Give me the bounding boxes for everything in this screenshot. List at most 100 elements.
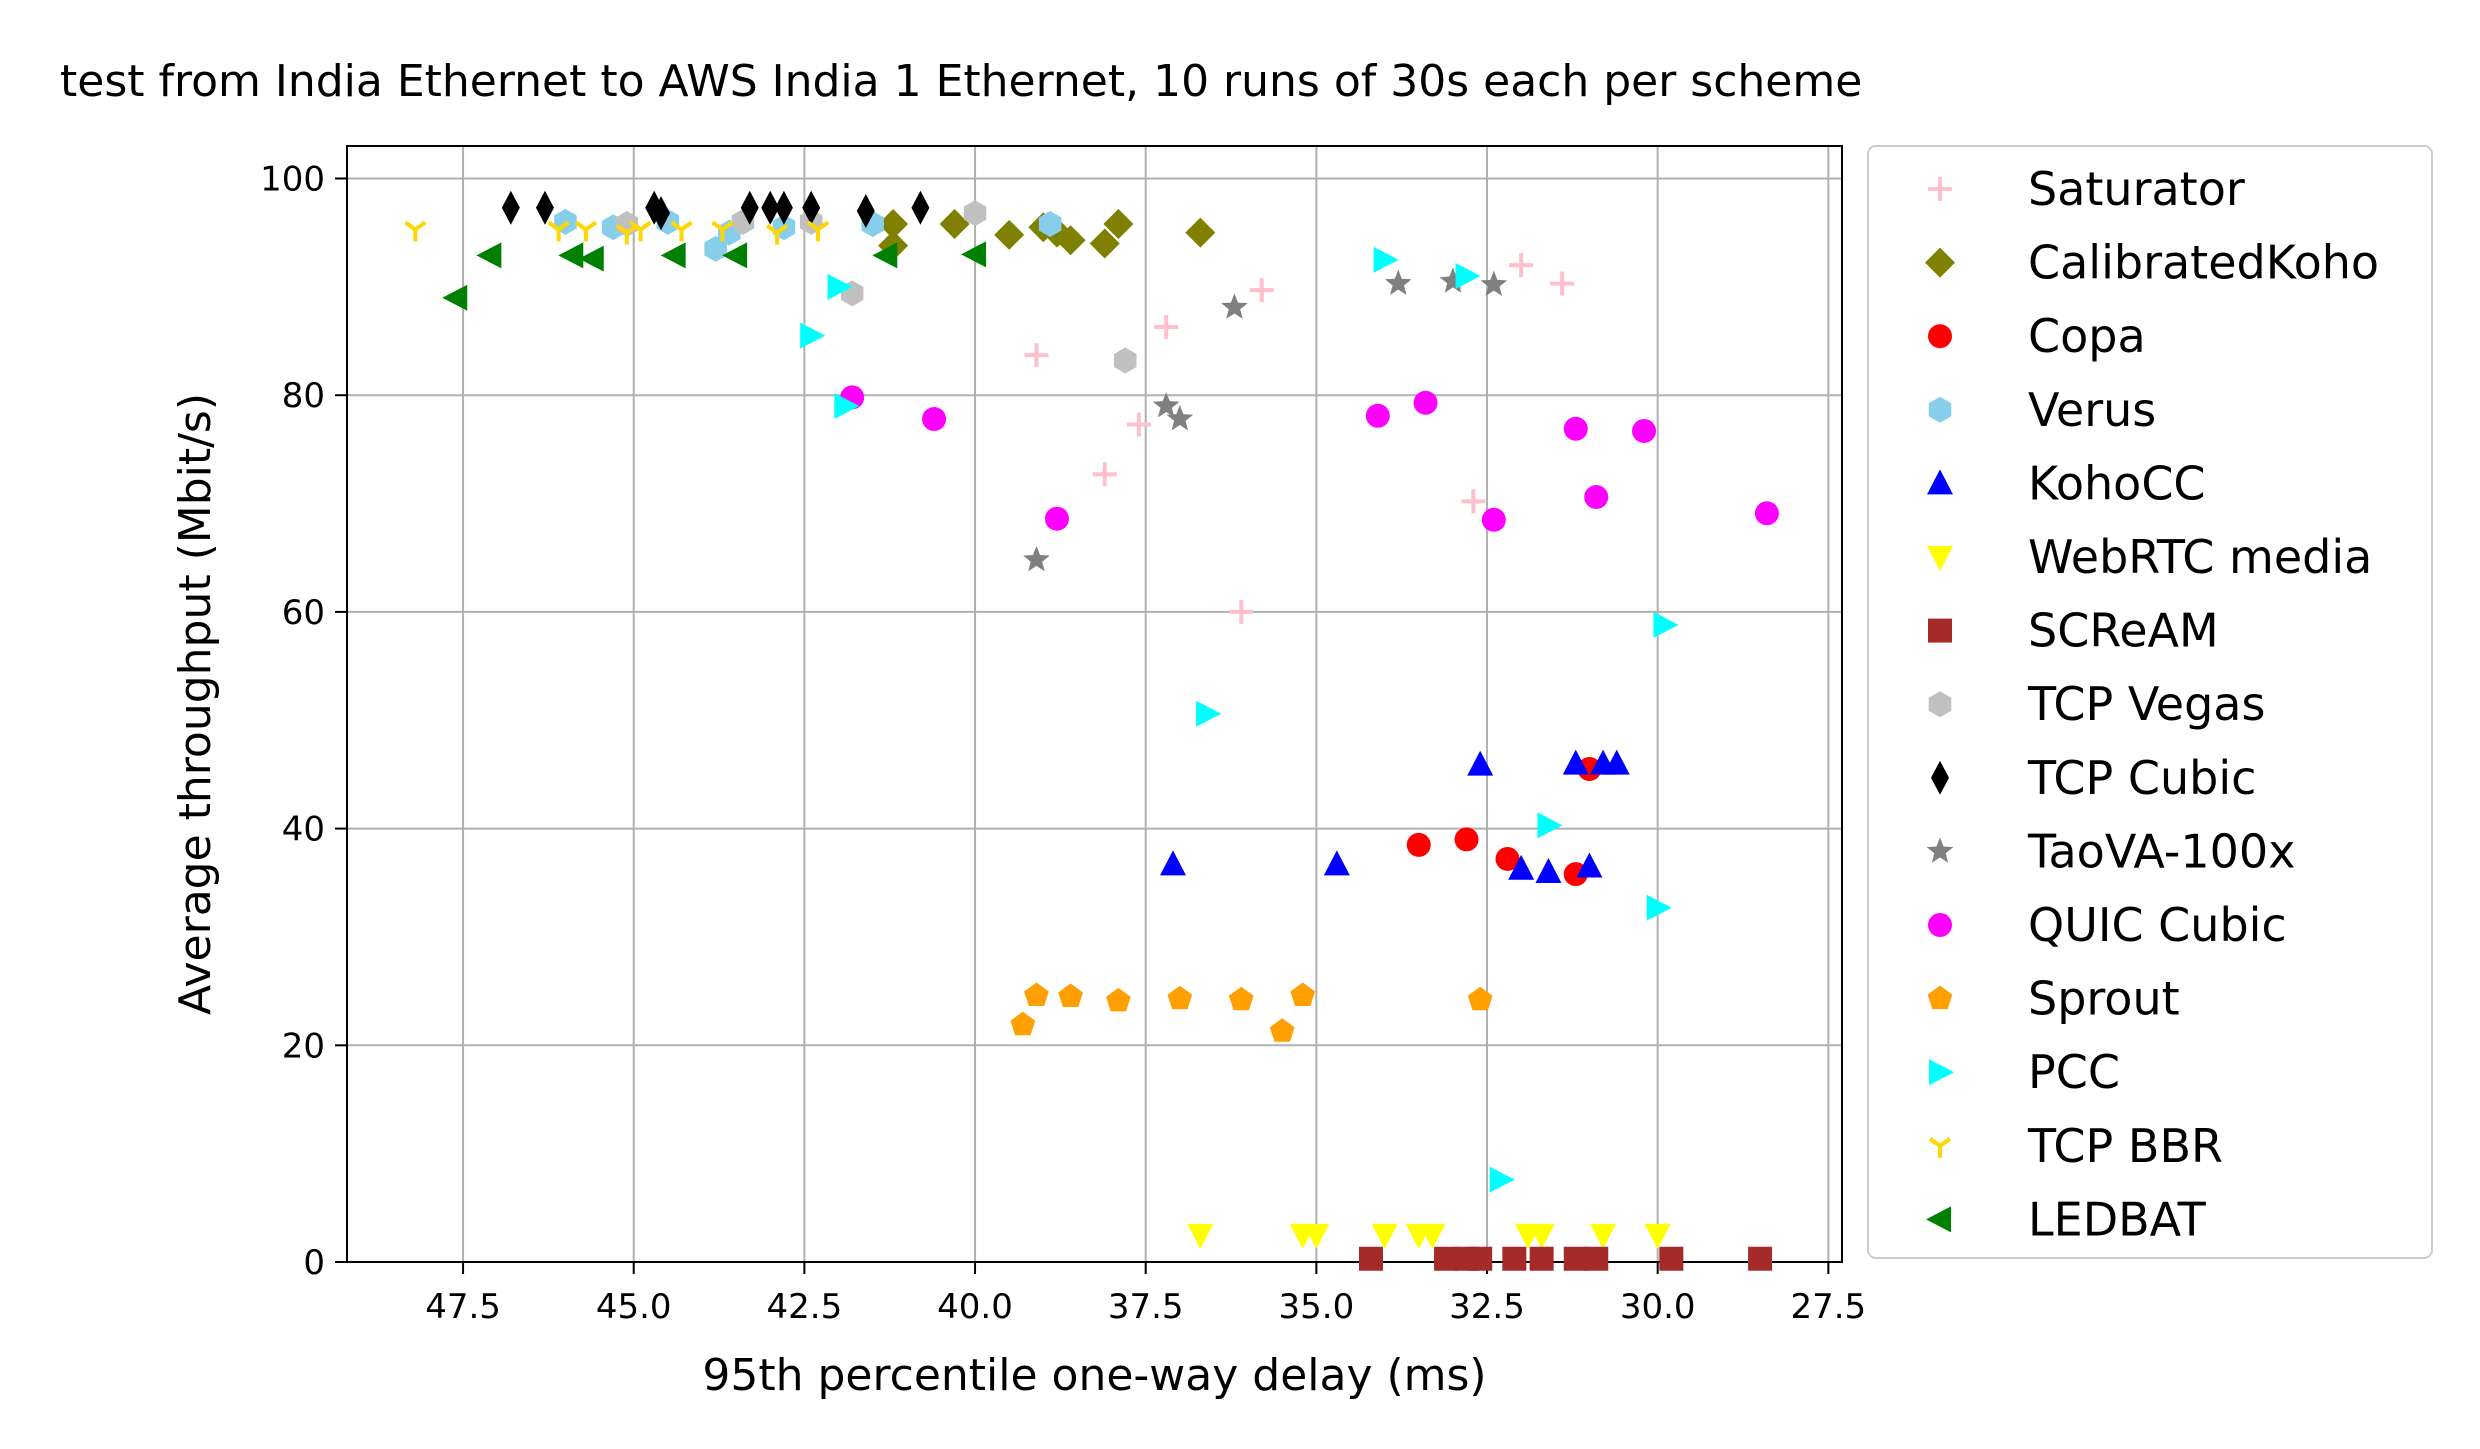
data-points — [404, 190, 1779, 1271]
legend-entry-tcp-cubic: TCP Cubic — [1931, 751, 2256, 805]
series-taova-100x — [1023, 267, 1508, 572]
point-copa — [1495, 846, 1520, 871]
point-tcp-bbr — [574, 220, 598, 242]
point-webrtc-media — [1528, 1223, 1555, 1249]
y-tick-label: 80 — [282, 376, 325, 416]
legend-marker-copa — [1928, 324, 1952, 349]
series-kohocc — [1160, 749, 1630, 883]
point-tcp-bbr — [404, 220, 427, 242]
legend-marker-saturator — [1928, 177, 1952, 201]
legend-label: TaoVA-100x — [2027, 824, 2295, 878]
x-tick-label: 27.5 — [1790, 1287, 1866, 1327]
legend-entry-tcp-vegas: TCP Vegas — [1928, 677, 2265, 731]
point-quic-cubic — [1481, 507, 1506, 532]
legend-marker-ledbat — [1926, 1206, 1951, 1233]
point-saturator — [1249, 278, 1274, 303]
legend-entry-pcc: PCC — [1929, 1045, 2120, 1099]
point-tcp-cubic — [740, 190, 759, 225]
point-sprout — [1228, 986, 1254, 1011]
legend-marker-taova-100x — [1926, 837, 1954, 863]
point-tcp-bbr — [670, 220, 693, 242]
point-tcp-vegas — [1113, 347, 1137, 374]
point-pcc — [1537, 812, 1563, 839]
point-taova-100x — [1023, 545, 1050, 572]
legend-label: WebRTC media — [2028, 530, 2372, 584]
legend-marker-calibratedkoho — [1925, 247, 1955, 278]
legend-marker-quic-cubic — [1928, 913, 1952, 937]
point-tcp-cubic — [911, 190, 930, 225]
point-taova-100x — [1166, 405, 1194, 431]
point-kohocc — [1467, 750, 1494, 776]
point-webrtc-media — [1187, 1223, 1214, 1249]
legend-marker-verus — [1928, 396, 1952, 423]
point-tcp-cubic — [856, 194, 875, 229]
point-scream — [1468, 1246, 1493, 1271]
plot-frame — [346, 145, 1843, 1263]
x-tick-label: 37.5 — [1108, 1287, 1184, 1327]
point-tcp-vegas — [963, 200, 987, 227]
point-sprout — [1290, 982, 1316, 1006]
point-tcp-bbr — [711, 220, 734, 242]
legend-entry-taova-100x: TaoVA-100x — [1926, 824, 2295, 878]
point-quic-cubic — [1584, 485, 1609, 510]
point-scream — [1434, 1246, 1459, 1271]
y-tick-label: 60 — [282, 593, 325, 633]
point-scream — [1358, 1246, 1383, 1271]
point-ledbat — [476, 242, 502, 269]
point-tcp-cubic — [761, 190, 780, 225]
legend-marker-sprout — [1927, 985, 1953, 1010]
legend-entry-tcp-bbr: TCP BBR — [1928, 1119, 2223, 1173]
series-scream — [1358, 1246, 1773, 1271]
legend-marker-tcp-cubic — [1931, 760, 1949, 795]
point-sprout — [1167, 985, 1193, 1010]
point-sprout — [1024, 982, 1049, 1006]
point-verus — [704, 235, 727, 262]
legend-marker-pcc — [1929, 1059, 1954, 1086]
legend-entry-quic-cubic: QUIC Cubic — [1928, 898, 2287, 952]
point-sprout — [1106, 987, 1131, 1012]
point-pcc — [800, 322, 826, 349]
series-tcp-bbr — [404, 220, 830, 245]
point-calibratedkoho — [1089, 228, 1120, 259]
x-tick-label: 47.5 — [425, 1287, 501, 1327]
point-ledbat — [660, 242, 686, 269]
point-kohocc — [1562, 749, 1589, 775]
x-axis-label: 95th percentile one-way delay (ms) — [702, 1350, 1486, 1401]
legend-label: TCP Cubic — [2027, 751, 2256, 805]
point-taova-100x — [1439, 267, 1467, 293]
legend-label: PCC — [2028, 1045, 2120, 1099]
point-webrtc-media — [1419, 1223, 1446, 1249]
point-scream — [1584, 1246, 1609, 1271]
point-saturator — [1509, 253, 1534, 278]
legend-entry-saturator: Saturator — [1928, 162, 2245, 216]
series-quic-cubic — [840, 385, 1779, 532]
point-webrtc-media — [1303, 1223, 1330, 1249]
point-tcp-bbr — [547, 220, 570, 242]
point-kohocc — [1323, 850, 1350, 876]
point-kohocc — [1603, 749, 1630, 775]
point-pcc — [834, 393, 860, 420]
point-kohocc — [1535, 857, 1562, 883]
point-tcp-cubic — [802, 190, 821, 225]
point-kohocc — [1508, 854, 1535, 880]
series-calibratedkoho — [878, 209, 1216, 261]
point-calibratedkoho — [1185, 217, 1216, 248]
point-calibratedkoho — [939, 209, 970, 240]
legend-label: Saturator — [2028, 162, 2245, 216]
point-sprout — [1269, 1018, 1295, 1042]
y-axis-label: Average throughput (Mbit/s) — [170, 393, 221, 1015]
point-pcc — [1489, 1166, 1515, 1193]
legend-marker-kohocc — [1927, 469, 1953, 495]
point-ledbat — [578, 245, 604, 272]
series-ledbat — [442, 241, 987, 311]
point-calibratedkoho — [878, 209, 909, 240]
point-taova-100x — [1152, 392, 1180, 418]
point-quic-cubic — [1754, 501, 1779, 526]
point-saturator — [1550, 271, 1575, 296]
point-copa — [1406, 832, 1431, 857]
point-pcc — [1646, 894, 1672, 921]
x-tick-label: 42.5 — [767, 1287, 843, 1327]
point-ledbat — [872, 242, 898, 269]
legend-entry-copa: Copa — [1928, 309, 2146, 363]
